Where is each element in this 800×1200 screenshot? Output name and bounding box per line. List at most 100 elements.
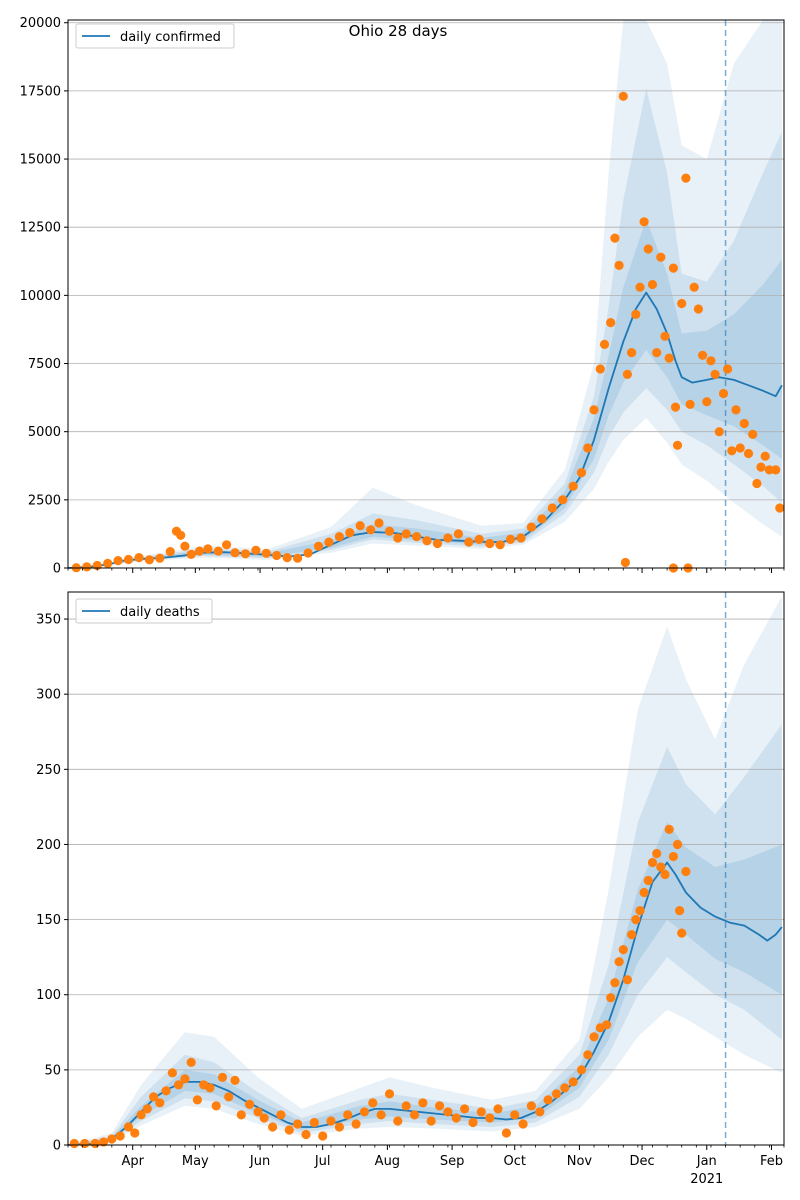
- data-point: [130, 1128, 140, 1138]
- data-point: [443, 533, 453, 543]
- data-point: [568, 481, 578, 491]
- data-point: [276, 1110, 286, 1120]
- data-point: [167, 1068, 177, 1078]
- data-point: [610, 233, 620, 243]
- data-point: [103, 558, 113, 569]
- data-point: [495, 540, 505, 550]
- y-tick-label: 350: [36, 613, 61, 628]
- data-point: [142, 1104, 152, 1114]
- data-point: [222, 540, 232, 550]
- data-point: [326, 1116, 336, 1126]
- legend-deaths: daily deaths: [75, 598, 213, 624]
- data-point: [251, 545, 261, 555]
- data-point: [602, 1020, 612, 1030]
- data-point: [595, 364, 605, 374]
- data-point: [134, 553, 144, 563]
- data-point: [451, 1113, 461, 1123]
- data-point: [635, 282, 645, 292]
- data-point: [493, 1104, 503, 1114]
- data-point: [334, 532, 344, 542]
- data-point: [401, 529, 411, 539]
- data-point: [318, 1131, 328, 1141]
- data-point: [115, 1131, 125, 1141]
- data-point: [664, 824, 674, 835]
- x-axis-confirmed: [67, 568, 785, 573]
- data-point: [90, 1138, 100, 1149]
- data-point: [155, 553, 165, 563]
- data-point: [284, 1125, 294, 1135]
- band-middle: [68, 88, 782, 568]
- data-point: [739, 418, 749, 429]
- data-point: [622, 369, 633, 379]
- data-point: [240, 549, 250, 559]
- data-point: [576, 468, 587, 478]
- x-tick-label: May: [182, 1154, 209, 1169]
- data-point: [176, 530, 186, 540]
- chart-panel-confirmed: 0 2500 5000 7500 10000 12500 15000 17500 20000 d…: [20, 16, 785, 577]
- axes-frame-deaths: [67, 591, 785, 1146]
- data-point: [589, 1032, 599, 1042]
- data-point: [432, 538, 443, 549]
- data-point: [526, 1101, 537, 1111]
- data-point: [670, 402, 681, 412]
- data-point: [752, 478, 762, 489]
- data-point: [568, 1077, 578, 1087]
- data-point: [677, 298, 687, 309]
- data-point: [155, 1098, 165, 1108]
- data-point: [599, 339, 610, 349]
- data-point: [652, 348, 662, 358]
- data-point: [453, 529, 463, 539]
- data-point: [82, 562, 92, 572]
- data-point: [727, 446, 737, 456]
- data-point: [460, 1104, 470, 1114]
- data-point: [376, 1110, 386, 1120]
- data-point: [660, 869, 670, 880]
- x-tick-label: Sep: [440, 1154, 465, 1169]
- data-point: [610, 978, 620, 988]
- data-point: [301, 1129, 311, 1140]
- data-point: [384, 1089, 395, 1099]
- data-point: [501, 1128, 511, 1138]
- data-point: [675, 906, 685, 916]
- data-point: [230, 1075, 240, 1085]
- data-point: [516, 533, 526, 543]
- data-point: [723, 364, 733, 374]
- data-point: [656, 862, 666, 872]
- axes-frame-confirmed: [67, 19, 785, 569]
- data-point: [698, 350, 708, 360]
- data-point: [174, 1080, 184, 1090]
- y-tick-label: 50: [44, 1063, 61, 1078]
- data-point: [409, 1110, 420, 1120]
- data-point: [510, 1110, 520, 1120]
- uncertainty-bands-confirmed: [68, 20, 782, 568]
- data-point: [643, 244, 653, 254]
- data-point: [660, 331, 670, 341]
- y-tick-label: 12500: [20, 221, 61, 236]
- data-point: [359, 1107, 369, 1117]
- data-point: [80, 1138, 90, 1149]
- data-point: [343, 1110, 353, 1120]
- data-point: [272, 550, 282, 561]
- data-point: [194, 546, 205, 556]
- data-point: [412, 532, 422, 542]
- data-point: [543, 1095, 553, 1105]
- data-point: [558, 495, 568, 505]
- data-point: [98, 1137, 109, 1147]
- chart-panel-deaths: 0 50 100 150 200 250 300 350 Apr May Jun Jul Aug Sep…: [36, 591, 785, 1169]
- data-point: [355, 521, 365, 531]
- data-point: [748, 429, 758, 439]
- uncertainty-bands-deaths: [68, 596, 782, 1145]
- data-point: [756, 462, 766, 472]
- x-tick-label: Nov: [567, 1154, 593, 1169]
- data-point: [464, 537, 474, 547]
- data-point: [485, 538, 495, 549]
- data-point: [192, 1095, 202, 1105]
- x-tick-label: Oct: [503, 1154, 525, 1169]
- data-point: [351, 1119, 361, 1129]
- observed-points-confirmed: [71, 91, 785, 573]
- data-point: [211, 1101, 221, 1111]
- data-point: [203, 544, 213, 554]
- x-tick-label: Jul: [314, 1154, 331, 1169]
- data-point: [180, 541, 190, 551]
- data-point: [468, 1117, 478, 1128]
